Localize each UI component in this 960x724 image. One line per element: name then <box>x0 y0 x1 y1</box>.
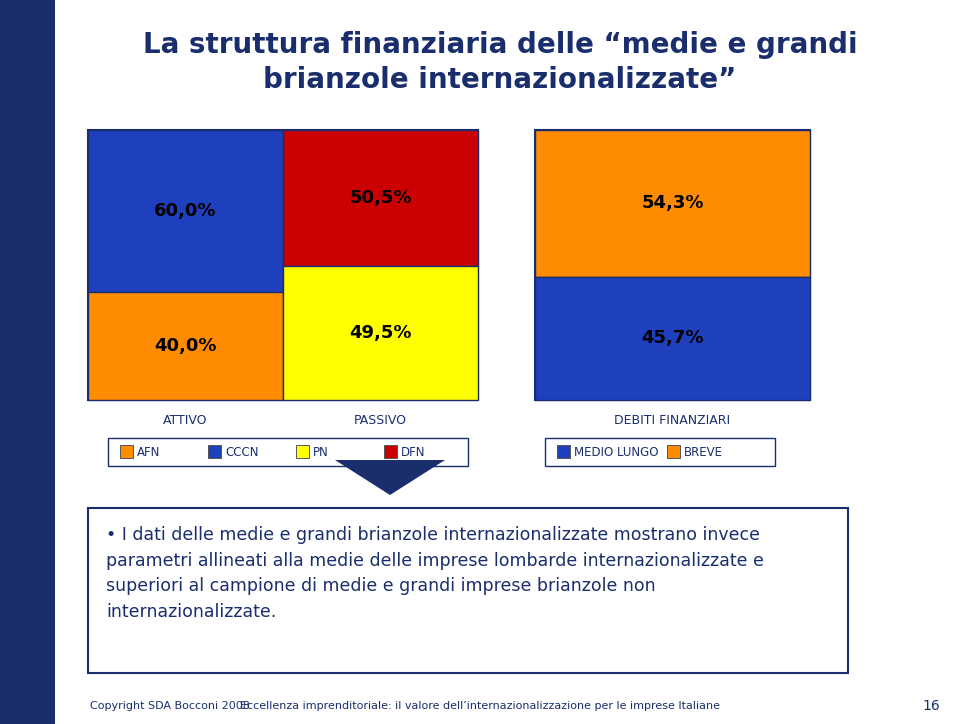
Bar <box>296 445 309 458</box>
Text: 54,3%: 54,3% <box>641 194 704 212</box>
Bar <box>667 445 680 458</box>
Bar <box>384 445 397 458</box>
Text: PN: PN <box>313 445 328 458</box>
Text: La struttura finanziaria delle “medie e grandi: La struttura finanziaria delle “medie e … <box>143 31 857 59</box>
Text: PASSIVO: PASSIVO <box>354 413 407 426</box>
Text: AFN: AFN <box>137 445 160 458</box>
Text: Copyright SDA Bocconi 2008: Copyright SDA Bocconi 2008 <box>90 701 250 711</box>
Text: DEBITI FINANZIARI: DEBITI FINANZIARI <box>614 413 731 426</box>
Bar <box>88 292 283 400</box>
Bar <box>535 130 810 400</box>
Text: DFN: DFN <box>401 445 425 458</box>
Bar <box>0 0 55 724</box>
Bar <box>108 438 468 466</box>
Text: Eccellenza imprenditoriale: il valore dell’internazionalizzazione per le imprese: Eccellenza imprenditoriale: il valore de… <box>240 701 720 711</box>
Text: • I dati delle medie e grandi brianzole internazionalizzate mostrano invece
para: • I dati delle medie e grandi brianzole … <box>106 526 764 621</box>
Bar <box>208 445 221 458</box>
Bar <box>88 508 848 673</box>
Text: 45,7%: 45,7% <box>641 329 704 348</box>
Text: MEDIO LUNGO: MEDIO LUNGO <box>574 445 659 458</box>
Bar <box>120 445 133 458</box>
Text: ATTIVO: ATTIVO <box>163 413 207 426</box>
Text: BREVE: BREVE <box>684 445 723 458</box>
Bar <box>283 266 478 400</box>
Bar <box>88 130 283 292</box>
Text: brianzole internazionalizzate”: brianzole internazionalizzate” <box>263 66 736 94</box>
Text: CCCN: CCCN <box>225 445 258 458</box>
Text: 60,0%: 60,0% <box>155 202 217 220</box>
Bar <box>88 130 478 400</box>
Bar <box>557 445 570 458</box>
Bar <box>283 130 478 266</box>
Text: 49,5%: 49,5% <box>349 324 412 342</box>
Bar <box>535 130 810 277</box>
Text: 50,5%: 50,5% <box>349 189 412 207</box>
Bar <box>545 438 775 466</box>
Bar <box>535 277 810 400</box>
Text: 40,0%: 40,0% <box>155 337 217 355</box>
Text: 16: 16 <box>923 699 940 713</box>
Polygon shape <box>335 460 445 495</box>
